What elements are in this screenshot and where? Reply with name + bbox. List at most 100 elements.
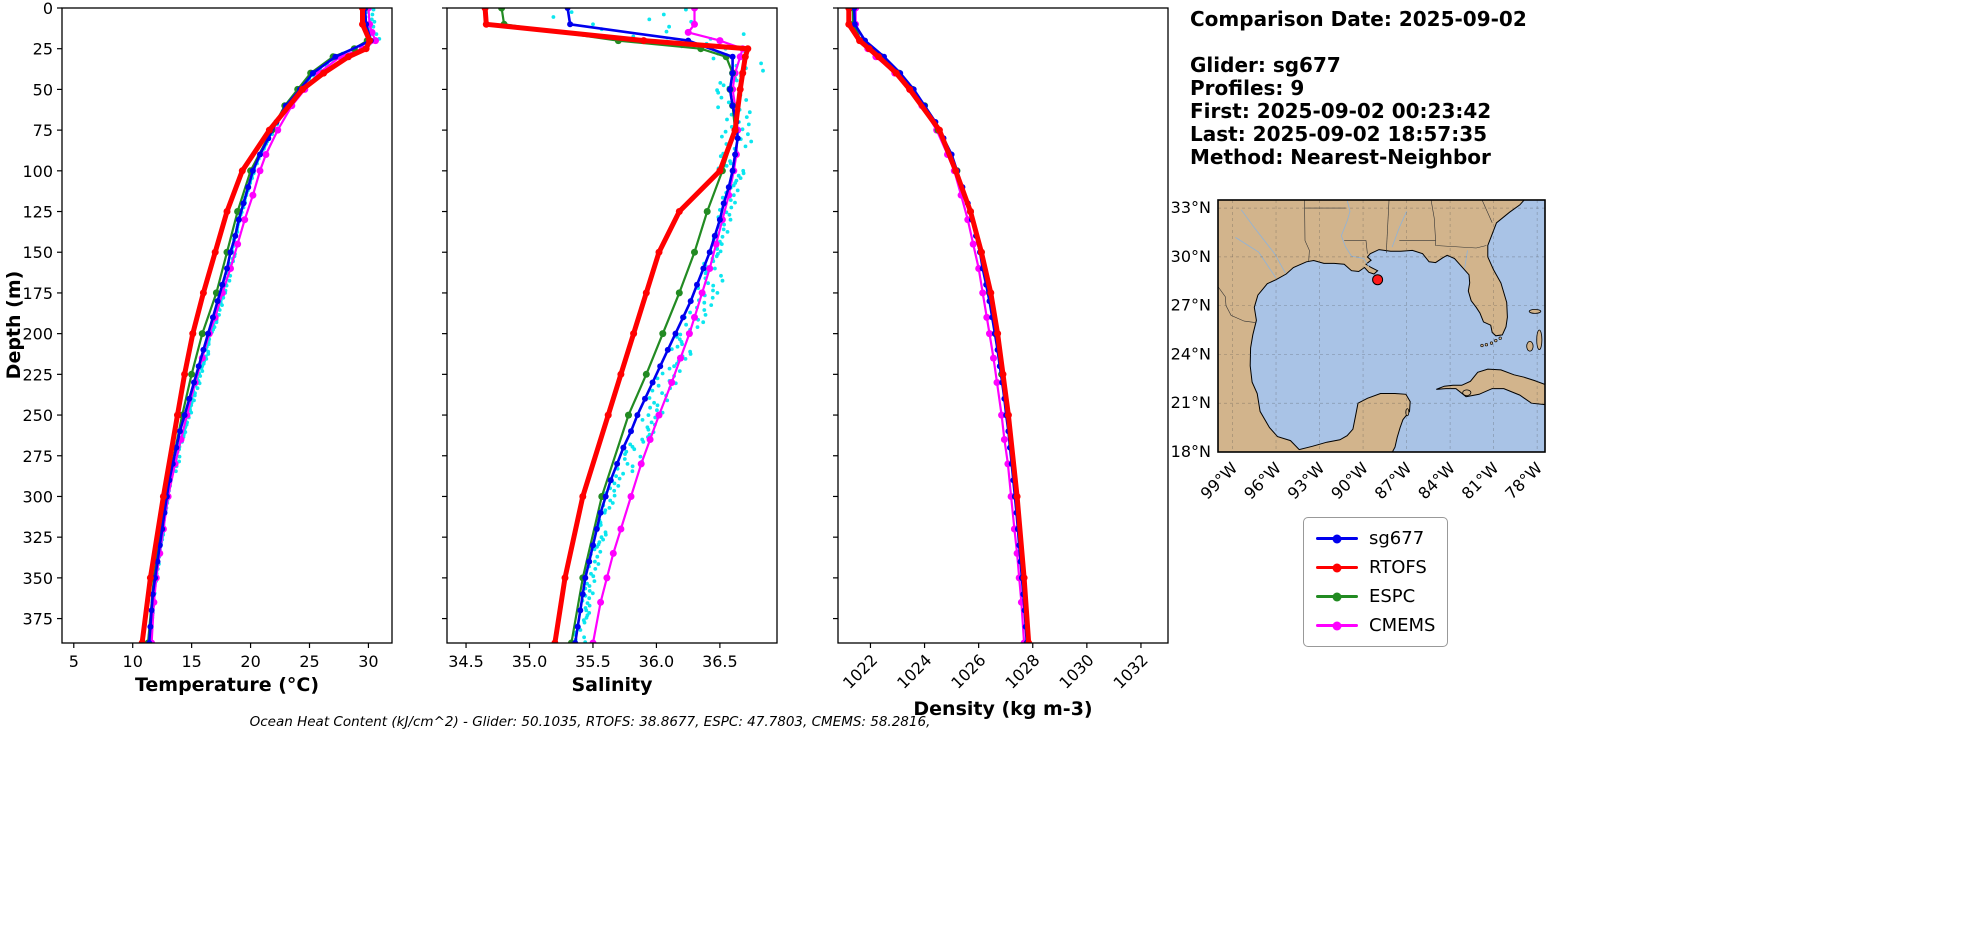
salinity-panel: 34.5 35.0 35.5 36.0 36.5	[442, 7, 778, 671]
x-tick-label: 15	[181, 652, 201, 671]
x-tick-label: 1022	[839, 650, 881, 692]
depth-tick-label: 300	[22, 487, 53, 506]
method-text: Method: Nearest-Neighbor	[1190, 145, 1491, 169]
comparison-info-block: Comparison Date: 2025-09-02 Glider: sg67…	[1190, 8, 1527, 169]
map-state-border	[1430, 200, 1436, 241]
lon-tick-label: 96°W	[1240, 458, 1285, 503]
map-frame	[1217, 199, 1546, 453]
x-tick-label: 1026	[947, 650, 989, 692]
depth-tick-label: 125	[22, 203, 53, 222]
legend-item-espc: ESPC	[1316, 586, 1435, 607]
legend-item-sg677: sg677	[1316, 528, 1435, 549]
x-tick-label: 5	[69, 652, 79, 671]
x-tick-label: 1028	[1001, 650, 1043, 692]
temperature-axes: 5 10 15 20 25 3002550751001251501752002252502…	[22, 0, 393, 671]
map-island	[1536, 329, 1543, 351]
series-ESPC-temperature	[144, 8, 371, 643]
lat-tick-label: 27°N	[1171, 296, 1211, 315]
map-land-layer	[1218, 200, 1545, 452]
lon-tick-label: 99°W	[1197, 458, 1242, 503]
legend-line-dot-marker	[1316, 534, 1358, 543]
gulf-of-mexico-map: 33°N 30°N 27°N 24°N 21°N 18°N99°W96°W93°W90°W…	[1171, 198, 1546, 503]
series-CMEMS-temperature	[148, 8, 379, 643]
map-island	[1528, 309, 1542, 314]
lon-tick-label: 84°W	[1414, 458, 1459, 503]
density-axis-label: Density (kg m-3)	[913, 698, 1093, 720]
map-island	[1405, 408, 1410, 417]
salinity-axis-label: Salinity	[571, 674, 653, 696]
temperature-axis-label: Temperature (°C)	[134, 674, 320, 696]
x-tick-label: 36.0	[639, 652, 675, 671]
lat-tick-label: 18°N	[1171, 442, 1211, 461]
depth-tick-label: 275	[22, 447, 53, 466]
legend-item-cmems: CMEMS	[1316, 615, 1435, 636]
x-tick-label: 1030	[1055, 650, 1097, 692]
glider-position-marker	[1372, 274, 1384, 286]
depth-tick-label: 50	[33, 80, 53, 99]
info-spacer	[1190, 31, 1527, 54]
comparison-date-text: Comparison Date: 2025-09-02	[1190, 7, 1527, 31]
series-RTOFS-density	[845, 8, 1033, 643]
lat-tick-label: 30°N	[1171, 247, 1211, 266]
map-island	[1526, 341, 1534, 352]
legend-line-dot-marker	[1316, 621, 1358, 630]
lon-tick-label: 90°W	[1327, 458, 1372, 503]
series-sg677-density	[851, 8, 1030, 643]
lon-tick-label: 78°W	[1501, 458, 1546, 503]
x-tick-label: 1032	[1110, 650, 1152, 692]
map-state-border	[1304, 200, 1310, 262]
last-profile-time-text: Last: 2025-09-02 18:57:35	[1190, 122, 1488, 146]
glider-raw-scatter	[147, 8, 382, 643]
x-tick-label: 10	[123, 652, 143, 671]
density-panel: 1022 1024 1026 1028 1030 1032	[833, 7, 1169, 693]
legend-item-rtofs: RTOFS	[1316, 557, 1435, 578]
series-sg677-temperature	[146, 8, 374, 643]
series-CMEMS-salinity	[589, 8, 747, 643]
depth-tick-label: 150	[22, 243, 53, 262]
lat-tick-label: 33°N	[1171, 198, 1211, 217]
map-mainland	[1218, 200, 1525, 452]
map-river	[1340, 200, 1370, 267]
profiles-count-text: Profiles: 9	[1190, 76, 1305, 100]
map-state-border	[1435, 240, 1487, 249]
glider-name-text: Glider: sg677	[1190, 53, 1341, 77]
lat-tick-label: 21°N	[1171, 393, 1211, 412]
lon-tick-label: 81°W	[1458, 458, 1503, 503]
map-river	[1391, 211, 1407, 248]
map-state-border	[1386, 200, 1390, 253]
legend: sg677 RTOFS ESPC CMEMS	[1303, 517, 1449, 647]
x-tick-label: 25	[299, 652, 319, 671]
depth-tick-label: 350	[22, 569, 53, 588]
x-tick-label: 34.5	[448, 652, 484, 671]
map-cuba	[1436, 368, 1545, 406]
x-tick-label: 36.5	[702, 652, 738, 671]
map-river	[1240, 209, 1286, 274]
depth-tick-label: 375	[22, 610, 53, 629]
map-state-border	[1481, 200, 1493, 223]
legend-line-dot-marker	[1316, 592, 1358, 601]
x-tick-label: 30	[358, 652, 378, 671]
temperature-panel: 5 10 15 20 25 3002550751001251501752002252502…	[22, 0, 393, 671]
depth-tick-label: 175	[22, 284, 53, 303]
first-profile-time-text: First: 2025-09-02 00:23:42	[1190, 99, 1492, 123]
depth-tick-label: 0	[43, 0, 53, 18]
depth-tick-label: 250	[22, 406, 53, 425]
lon-tick-label: 93°W	[1284, 458, 1329, 503]
depth-axis-label: Depth (m)	[3, 270, 25, 380]
map-river	[1235, 237, 1277, 279]
legend-label: ESPC	[1369, 586, 1416, 607]
profile-charts: 5 10 15 20 25 3002550751001251501752002252502…	[22, 0, 1169, 693]
legend-label: RTOFS	[1369, 557, 1427, 578]
ocean-heat-content-caption: Ocean Heat Content (kJ/cm^2) - Glider: 5…	[249, 714, 931, 730]
depth-tick-label: 100	[22, 162, 53, 181]
series-ESPC-density	[849, 8, 1031, 643]
x-tick-label: 35.0	[512, 652, 548, 671]
depth-tick-label: 200	[22, 325, 53, 344]
depth-tick-label: 25	[33, 40, 53, 59]
lat-tick-label: 24°N	[1171, 344, 1211, 363]
legend-line-dot-marker	[1316, 563, 1358, 572]
legend-label: CMEMS	[1369, 615, 1436, 636]
map-river	[1464, 250, 1468, 269]
lon-tick-label: 87°W	[1371, 458, 1416, 503]
